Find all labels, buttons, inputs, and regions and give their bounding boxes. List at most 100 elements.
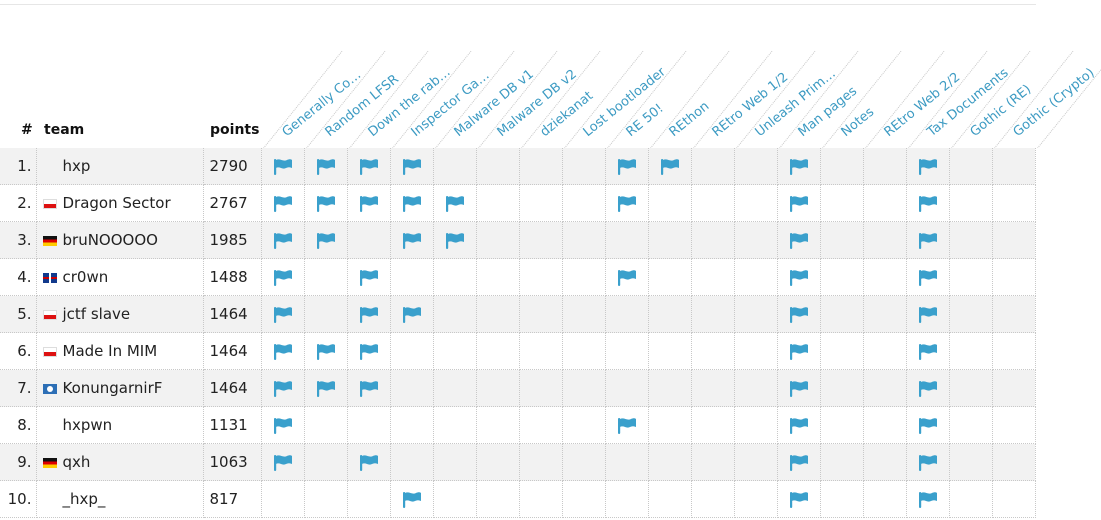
challenge-label[interactable]: Notes	[838, 104, 878, 140]
team-cell[interactable]: jctf slave	[36, 295, 204, 333]
solve-cell	[777, 332, 821, 370]
team-name[interactable]: Made In MIM	[62, 342, 158, 360]
solved-flag-icon	[359, 267, 379, 286]
solve-cell	[562, 148, 606, 185]
row-spacer	[1035, 369, 1100, 407]
solve-cell	[734, 369, 778, 407]
solved-flag-icon	[789, 489, 809, 508]
solved-flag-icon	[918, 489, 938, 508]
team-header[interactable]: team	[44, 122, 85, 138]
rank-cell: 5.	[0, 295, 37, 333]
solved-flag-icon	[359, 341, 379, 360]
points-header[interactable]: points	[210, 122, 260, 138]
team-cell[interactable]: KonungarnirF	[36, 369, 204, 407]
points-cell: 1063	[203, 443, 262, 481]
solve-cell	[261, 184, 305, 222]
solve-cell	[863, 221, 907, 259]
team-name[interactable]: Dragon Sector	[62, 194, 171, 212]
rank-cell: 10.	[0, 480, 37, 518]
solved-flag-icon	[918, 156, 938, 175]
team-cell[interactable]: cr0wn	[36, 258, 204, 296]
solve-cell	[519, 295, 563, 333]
solve-cell	[820, 443, 864, 481]
solve-cell	[519, 480, 563, 518]
points-cell: 1985	[203, 221, 262, 259]
solve-cell	[949, 148, 993, 185]
solve-cell	[949, 369, 993, 407]
solved-flag-icon	[359, 378, 379, 397]
solve-cell	[562, 443, 606, 481]
solve-cell	[820, 258, 864, 296]
team-name[interactable]: KonungarnirF	[62, 379, 163, 397]
team-cell[interactable]: hxp	[36, 148, 204, 185]
solve-cell	[390, 258, 434, 296]
solved-flag-icon	[789, 156, 809, 175]
team-name[interactable]: bruNOOOOO	[62, 231, 158, 249]
solve-cell	[304, 184, 348, 222]
solved-flag-icon	[789, 378, 809, 397]
solved-flag-icon	[359, 156, 379, 175]
solve-cell	[691, 480, 735, 518]
solve-cell	[433, 184, 477, 222]
solve-cell	[304, 295, 348, 333]
solve-cell	[433, 480, 477, 518]
solve-cell	[261, 295, 305, 333]
country-flag-icon	[42, 347, 57, 357]
solved-flag-icon	[789, 267, 809, 286]
solve-cell	[605, 184, 649, 222]
team-name[interactable]: cr0wn	[62, 268, 109, 286]
solve-cell	[734, 258, 778, 296]
rank-header: #	[21, 122, 33, 138]
solved-flag-icon	[359, 452, 379, 471]
solve-cell	[390, 184, 434, 222]
row-spacer	[1035, 148, 1100, 185]
solve-cell	[777, 221, 821, 259]
solve-cell	[734, 480, 778, 518]
solve-cell	[949, 258, 993, 296]
solve-cell	[304, 332, 348, 370]
country-flag-icon	[42, 236, 57, 246]
solve-cell	[519, 369, 563, 407]
points-cell: 1131	[203, 406, 262, 444]
points-cell: 817	[203, 480, 262, 518]
solved-flag-icon	[789, 230, 809, 249]
solve-cell	[261, 480, 305, 518]
team-cell[interactable]: hxpwn	[36, 406, 204, 444]
solve-cell	[562, 332, 606, 370]
solve-cell	[949, 184, 993, 222]
solve-cell	[261, 332, 305, 370]
solved-flag-icon	[445, 193, 465, 212]
team-name[interactable]: hxp	[62, 157, 91, 175]
team-name[interactable]: _hxp_	[62, 490, 106, 508]
team-name[interactable]: hxpwn	[62, 416, 113, 434]
team-cell[interactable]: Dragon Sector	[36, 184, 204, 222]
solved-flag-icon	[273, 452, 293, 471]
solve-cell	[734, 295, 778, 333]
solve-cell	[777, 295, 821, 333]
solve-cell	[863, 406, 907, 444]
team-cell[interactable]: bruNOOOOO	[36, 221, 204, 259]
solve-cell	[261, 369, 305, 407]
solve-cell	[304, 480, 348, 518]
team-name[interactable]: jctf slave	[62, 305, 131, 323]
solve-cell	[562, 184, 606, 222]
solve-cell	[390, 443, 434, 481]
solve-cell	[691, 406, 735, 444]
team-cell[interactable]: Made In MIM	[36, 332, 204, 370]
team-cell[interactable]: qxh	[36, 443, 204, 481]
top-divider	[0, 4, 1036, 5]
solve-cell	[562, 406, 606, 444]
team-name[interactable]: qxh	[62, 453, 91, 471]
team-cell[interactable]: _hxp_	[36, 480, 204, 518]
solved-flag-icon	[402, 304, 422, 323]
row-spacer	[1035, 221, 1100, 259]
solve-cell	[648, 480, 692, 518]
solve-cell	[648, 184, 692, 222]
solve-cell	[519, 258, 563, 296]
solved-flag-icon	[273, 415, 293, 434]
solve-cell	[777, 406, 821, 444]
solve-cell	[863, 148, 907, 185]
solve-cell	[433, 295, 477, 333]
solve-cell	[648, 369, 692, 407]
solve-cell	[734, 221, 778, 259]
